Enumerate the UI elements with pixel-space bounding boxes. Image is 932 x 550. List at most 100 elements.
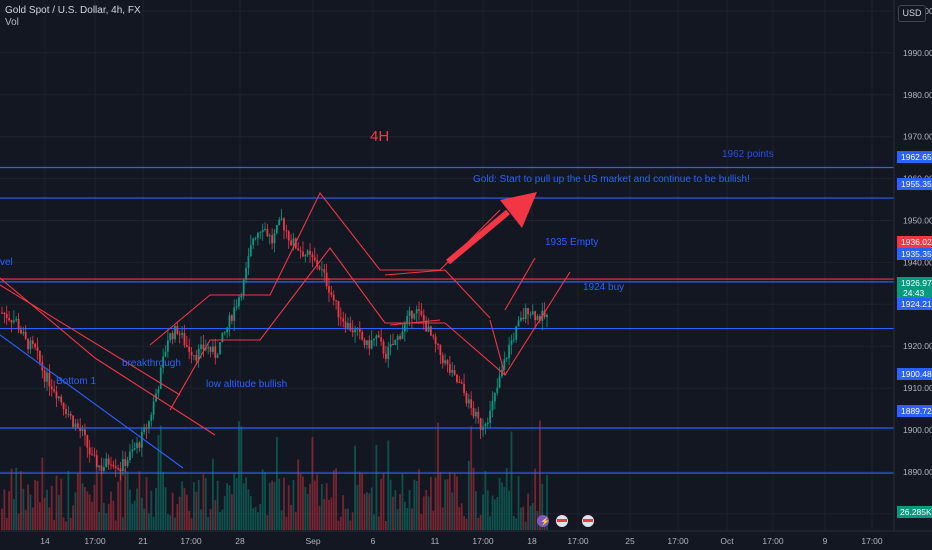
volume-bar <box>145 477 148 530</box>
volume-bar <box>344 508 347 530</box>
volume-bar <box>245 477 247 530</box>
candle-body <box>273 233 276 244</box>
volume-bar <box>171 492 174 530</box>
candle-body <box>150 414 153 422</box>
candle-body <box>112 464 115 467</box>
trend-arrow <box>389 319 441 326</box>
volume-bar <box>228 485 231 530</box>
candle-body <box>72 415 74 427</box>
symbol-title[interactable]: Gold Spot / U.S. Dollar, 4h, FX <box>5 5 141 16</box>
candle-body <box>472 407 475 417</box>
volume-bar <box>515 518 518 530</box>
candle-body <box>266 228 269 237</box>
volume-bar <box>138 471 141 530</box>
candle-body <box>309 250 311 255</box>
volume-bar <box>102 503 105 530</box>
volume-bar <box>50 485 53 530</box>
candle-body <box>126 460 129 467</box>
volume-bar <box>425 489 428 530</box>
price-tick: 1920.00 <box>903 341 932 351</box>
volume-bar <box>264 471 266 530</box>
volume-bar <box>486 490 489 530</box>
candle-body <box>498 376 501 388</box>
volume-bar <box>387 440 390 530</box>
horizontal-levels <box>0 166 894 474</box>
volume-bar <box>76 472 79 530</box>
candle-body <box>434 336 437 344</box>
candle-body <box>119 468 122 472</box>
volume-bar <box>453 472 456 530</box>
event-icons[interactable]: ⚡ <box>537 515 594 527</box>
volume-bar <box>491 495 494 530</box>
volume-bar <box>193 482 195 530</box>
volume-bar <box>427 496 430 530</box>
volume-bar <box>458 507 461 530</box>
candle-body <box>467 399 470 404</box>
volume-indicator-label[interactable]: Vol <box>5 17 19 28</box>
candle-body <box>479 418 482 430</box>
breakthrough-annotation: breakthrough <box>122 358 181 369</box>
volume-bar <box>463 516 465 530</box>
candle-body <box>226 327 229 333</box>
volume-bar <box>36 480 39 530</box>
volume-bar <box>148 513 150 530</box>
candle-body <box>285 230 288 232</box>
volume-bar <box>129 489 131 530</box>
volume-bar <box>211 458 214 530</box>
candle-body <box>98 465 101 468</box>
volume-bar <box>79 446 82 530</box>
candle-body <box>517 320 520 327</box>
volume-bar <box>273 482 276 530</box>
candle-body <box>171 333 174 340</box>
candle-body <box>107 458 110 465</box>
volume-bar <box>335 468 338 530</box>
volume-bar <box>124 468 127 530</box>
currency-button[interactable]: USD <box>898 5 926 22</box>
volume-bar <box>394 490 397 530</box>
flash-event-icon[interactable] <box>537 515 549 527</box>
candle-body <box>69 413 72 416</box>
us-flag-stripe-2 <box>583 519 593 522</box>
us-flag-stripe <box>557 519 567 522</box>
candle-body <box>316 260 319 267</box>
price-tick: 1980.00 <box>903 90 932 100</box>
candle-body <box>88 447 91 455</box>
volume-bar <box>434 477 437 530</box>
volume-bar <box>91 501 93 530</box>
candle-body <box>463 383 465 394</box>
volume-bar <box>1 508 3 530</box>
candle-body <box>143 427 146 432</box>
time-axis[interactable]: 14 17:00 21 17:00 28 Sep 6 11 17:00 18 17:00 25 17:0… <box>0 530 932 546</box>
volume-bar <box>136 488 138 530</box>
candle-body <box>328 286 330 293</box>
candle-body <box>401 331 404 340</box>
volume-bar <box>221 509 224 530</box>
candle-body <box>375 335 378 339</box>
volume-bar <box>283 477 285 530</box>
volume-bar <box>60 478 63 530</box>
candle-body <box>496 387 499 393</box>
candle-body <box>223 332 226 334</box>
volume-bar <box>81 483 84 530</box>
candle-body <box>484 424 487 427</box>
candle-body <box>1 312 3 314</box>
candle-body <box>441 355 444 364</box>
volume-bar <box>152 516 155 530</box>
label-1955: 1955.35 <box>901 179 932 189</box>
time-tick: 11 <box>431 536 440 546</box>
volume-bar <box>294 512 297 530</box>
candle-body <box>185 345 188 347</box>
volume-bar <box>233 472 236 530</box>
volume-bar <box>157 435 160 530</box>
candle-body <box>271 235 274 244</box>
volume-bar <box>112 500 115 530</box>
candle-body <box>373 338 375 341</box>
volume-bar <box>159 425 162 530</box>
candle-body <box>451 370 454 373</box>
price-axis[interactable]: 2000.001990.001980.001970.001960.001950.… <box>893 0 932 550</box>
price-labels: 1962.65 1955.35 1936.02 1935.35 1926.97 … <box>897 151 932 518</box>
candle-body <box>164 351 167 357</box>
candle-body <box>174 325 176 340</box>
volume-bar <box>119 469 122 530</box>
